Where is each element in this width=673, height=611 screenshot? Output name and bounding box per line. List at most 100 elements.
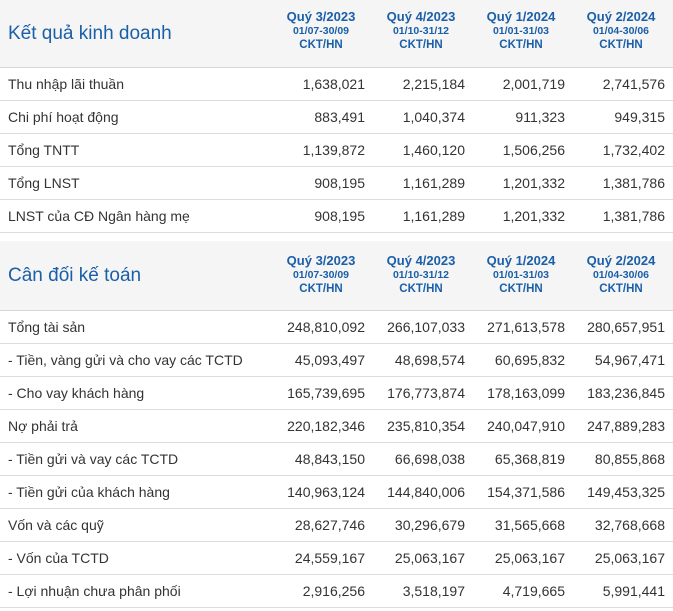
row-value: 883,491 bbox=[314, 109, 365, 125]
row-value: 1,161,289 bbox=[402, 208, 465, 224]
row-value: 1,139,872 bbox=[302, 142, 365, 158]
row-value: 48,698,574 bbox=[394, 352, 465, 368]
row-value: 2,741,576 bbox=[602, 76, 665, 92]
row-value: 25,063,167 bbox=[594, 550, 665, 566]
row-value: 1,381,786 bbox=[602, 208, 665, 224]
row-label: Tổng tài sản bbox=[8, 319, 86, 335]
row-value: 5,991,441 bbox=[602, 583, 665, 599]
row-value: 54,967,471 bbox=[594, 352, 665, 368]
period-header-q4-2023: Quý 4/2023 01/10-31/12 CKT/HN bbox=[371, 0, 471, 67]
row-value: 280,657,951 bbox=[587, 319, 665, 335]
row-value: 908,195 bbox=[314, 208, 365, 224]
row-value: 140,963,124 bbox=[287, 484, 365, 500]
row-value: 24,559,167 bbox=[294, 550, 365, 566]
row-value: 183,236,845 bbox=[587, 385, 665, 401]
period-range: 01/07-30/09 bbox=[292, 25, 350, 37]
row-value: 30,296,679 bbox=[394, 517, 465, 533]
row-value: 176,773,874 bbox=[387, 385, 465, 401]
row-label: - Tiền gửi của khách hàng bbox=[8, 484, 170, 500]
period-header-q4-2023: Quý 4/2023 01/10-31/12 CKT/HN bbox=[371, 241, 471, 310]
table-row: Chi phí hoạt động 883,491 1,040,374 911,… bbox=[0, 101, 673, 134]
income-statement-section: Kết quả kinh doanh Quý 3/2023 01/07-30/0… bbox=[0, 0, 673, 233]
row-value: 32,768,668 bbox=[594, 517, 665, 533]
row-value: 144,840,006 bbox=[387, 484, 465, 500]
row-value: 1,506,256 bbox=[502, 142, 565, 158]
row-value: 4,719,665 bbox=[502, 583, 565, 599]
row-value: 1,460,120 bbox=[402, 142, 465, 158]
period-header-q1-2024: Quý 1/2024 01/01-31/03 CKT/HN bbox=[471, 0, 571, 67]
row-value: 154,371,586 bbox=[487, 484, 565, 500]
row-value: 31,565,668 bbox=[494, 517, 565, 533]
row-value: 908,195 bbox=[314, 175, 365, 191]
row-label: - Lợi nhuận chưa phân phối bbox=[8, 583, 181, 599]
period-range: 01/01-31/03 bbox=[492, 25, 550, 37]
row-label: Tổng TNTT bbox=[8, 142, 80, 158]
row-label: - Tiền, vàng gửi và cho vay các TCTD bbox=[8, 352, 243, 368]
period-unit: CKT/HN bbox=[599, 283, 643, 295]
row-value: 45,093,497 bbox=[294, 352, 365, 368]
period-unit: CKT/HN bbox=[499, 283, 543, 295]
period-header-q3-2023: Quý 3/2023 01/07-30/09 CKT/HN bbox=[271, 0, 371, 67]
row-value: 25,063,167 bbox=[494, 550, 565, 566]
period-quarter: Quý 2/2024 bbox=[586, 253, 656, 268]
row-value: 240,047,910 bbox=[487, 418, 565, 434]
row-label: LNST của CĐ Ngân hàng mẹ bbox=[8, 208, 190, 224]
row-label: Tổng LNST bbox=[8, 175, 80, 191]
table-row: Thu nhập lãi thuần 1,638,021 2,215,184 2… bbox=[0, 68, 673, 101]
row-value: 2,001,719 bbox=[502, 76, 565, 92]
row-value: 178,163,099 bbox=[487, 385, 565, 401]
row-value: 25,063,167 bbox=[394, 550, 465, 566]
row-value: 248,810,092 bbox=[287, 319, 365, 335]
table-row: Vốn và các quỹ 28,627,746 30,296,679 31,… bbox=[0, 509, 673, 542]
table-row: Tổng TNTT 1,139,872 1,460,120 1,506,256 … bbox=[0, 134, 673, 167]
period-range: 01/04-30/06 bbox=[592, 25, 650, 37]
row-value: 1,732,402 bbox=[602, 142, 665, 158]
row-label: Vốn và các quỹ bbox=[8, 517, 104, 533]
period-quarter: Quý 1/2024 bbox=[486, 9, 556, 24]
period-unit: CKT/HN bbox=[499, 39, 543, 51]
row-value: 28,627,746 bbox=[294, 517, 365, 533]
row-value: 1,381,786 bbox=[602, 175, 665, 191]
period-unit: CKT/HN bbox=[399, 283, 443, 295]
table-row: Tổng tài sản 248,810,092 266,107,033 271… bbox=[0, 311, 673, 344]
period-range: 01/07-30/09 bbox=[292, 269, 350, 281]
row-label: - Tiền gửi và vay các TCTD bbox=[8, 451, 179, 467]
row-value: 235,810,354 bbox=[387, 418, 465, 434]
period-quarter: Quý 4/2023 bbox=[386, 253, 456, 268]
income-statement-title: Kết quả kinh doanh bbox=[8, 22, 172, 44]
row-value: 165,739,695 bbox=[287, 385, 365, 401]
balance-sheet-header: Cân đối kế toán Quý 3/2023 01/07-30/09 C… bbox=[0, 241, 673, 311]
row-value: 1,040,374 bbox=[402, 109, 465, 125]
period-unit: CKT/HN bbox=[299, 39, 343, 51]
period-quarter: Quý 3/2023 bbox=[286, 253, 356, 268]
table-row: Nợ phải trả 220,182,346 235,810,354 240,… bbox=[0, 410, 673, 443]
row-value: 1,638,021 bbox=[302, 76, 365, 92]
period-quarter: Quý 3/2023 bbox=[286, 9, 356, 24]
row-value: 1,201,332 bbox=[502, 175, 565, 191]
period-range: 01/10-31/12 bbox=[392, 269, 450, 281]
table-row: - Cho vay khách hàng 165,739,695 176,773… bbox=[0, 377, 673, 410]
row-label: - Vốn của TCTD bbox=[8, 550, 109, 566]
row-value: 220,182,346 bbox=[287, 418, 365, 434]
row-value: 3,518,197 bbox=[402, 583, 465, 599]
row-value: 60,695,832 bbox=[494, 352, 565, 368]
table-row: - Tiền, vàng gửi và cho vay các TCTD 45,… bbox=[0, 344, 673, 377]
row-value: 2,916,256 bbox=[302, 583, 365, 599]
table-row: - Vốn của TCTD 24,559,167 25,063,167 25,… bbox=[0, 542, 673, 575]
row-value: 1,161,289 bbox=[402, 175, 465, 191]
period-header-q2-2024: Quý 2/2024 01/04-30/06 CKT/HN bbox=[571, 0, 671, 67]
period-unit: CKT/HN bbox=[399, 39, 443, 51]
balance-sheet-section: Cân đối kế toán Quý 3/2023 01/07-30/09 C… bbox=[0, 241, 673, 608]
period-quarter: Quý 4/2023 bbox=[386, 9, 456, 24]
row-value: 271,613,578 bbox=[487, 319, 565, 335]
period-unit: CKT/HN bbox=[299, 283, 343, 295]
row-value: 1,201,332 bbox=[502, 208, 565, 224]
row-value: 80,855,868 bbox=[594, 451, 665, 467]
row-value: 48,843,150 bbox=[294, 451, 365, 467]
row-value: 949,315 bbox=[614, 109, 665, 125]
table-row: - Tiền gửi và vay các TCTD 48,843,150 66… bbox=[0, 443, 673, 476]
period-range: 01/01-31/03 bbox=[492, 269, 550, 281]
period-header-q1-2024: Quý 1/2024 01/01-31/03 CKT/HN bbox=[471, 241, 571, 310]
row-value: 2,215,184 bbox=[402, 76, 465, 92]
table-row: LNST của CĐ Ngân hàng mẹ 908,195 1,161,2… bbox=[0, 200, 673, 233]
